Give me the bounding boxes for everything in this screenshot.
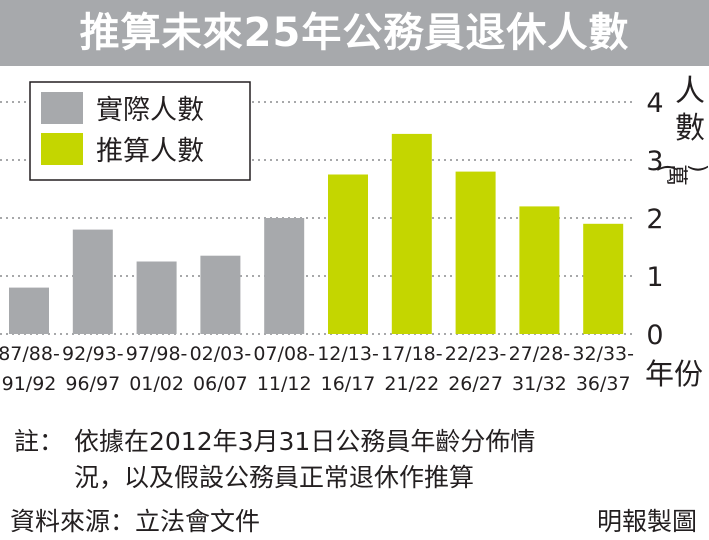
footnote-label: 註： xyxy=(14,427,65,456)
legend-label: 推算人數 xyxy=(96,136,204,167)
x-tick-label-line: 07/08- xyxy=(253,343,315,365)
x-tick-label-line: 36/37 xyxy=(576,373,631,395)
bar xyxy=(391,133,432,334)
x-tick-label-line: 96/97 xyxy=(65,373,120,395)
y-tick-label: 2 xyxy=(646,204,663,235)
x-tick-label: 97/98- 01/02 xyxy=(126,343,188,395)
bar xyxy=(455,171,496,334)
credit: 明報製圖 xyxy=(596,507,697,536)
bars xyxy=(9,133,624,334)
x-tick-label-line: 21/22 xyxy=(384,373,439,395)
footnote-line-1: 依據在2012年3月31日公務員年齡分佈情 xyxy=(74,427,536,456)
y-tick-label: 1 xyxy=(646,262,663,293)
x-tick-label-line: 87/88- xyxy=(0,343,60,365)
x-tick-label: 07/08- 11/12 xyxy=(253,343,315,395)
x-tick-label-line: 91/92 xyxy=(2,373,57,395)
x-tick-label-line: 12/13- xyxy=(317,343,379,365)
x-tick-label-line: 01/02 xyxy=(129,373,184,395)
y-tick-label: 3 xyxy=(646,146,663,177)
x-tick-label: 22/23- 26/27 xyxy=(445,343,507,395)
legend-swatch xyxy=(41,133,83,165)
bar xyxy=(264,218,305,334)
x-tick-label-line: 92/93- xyxy=(62,343,124,365)
x-tick-label: 92/93- 96/97 xyxy=(62,343,124,395)
x-tick-label: 12/13- 16/17 xyxy=(317,343,379,395)
bar xyxy=(200,255,241,334)
x-tick-label-line: 16/17 xyxy=(321,373,376,395)
chart-title: 推算未來25年公務員退休人數 xyxy=(79,10,630,56)
bar xyxy=(9,287,49,334)
x-tick-label-line: 17/18- xyxy=(381,343,443,365)
x-tick-labels: 87/88-91/9292/93-96/9797/98-01/0202/03-0… xyxy=(0,343,634,395)
x-tick-label-line: 32/33- xyxy=(572,343,634,365)
title-bar: 推算未來25年公務員退休人數 xyxy=(0,0,709,66)
legend-label: 實際人數 xyxy=(96,95,204,126)
footnote-line-2: 況，以及假設公務員正常退休作推算 xyxy=(74,463,475,492)
x-tick-label: 27/28- 31/32 xyxy=(509,343,571,395)
x-axis-label: 年份 xyxy=(645,357,703,391)
y-axis-label-line-1: 人 xyxy=(675,74,705,109)
x-tick-label-line: 26/27 xyxy=(448,373,503,395)
y-tick-labels: 0 1 2 3 4 xyxy=(646,88,663,351)
x-tick-label-line: 02/03- xyxy=(190,343,252,365)
x-tick-label-line: 27/28- xyxy=(509,343,571,365)
source-note: 資料來源：立法會文件 xyxy=(10,507,261,536)
x-tick-label-line: 06/07 xyxy=(193,373,248,395)
x-tick-label-line: 22/23- xyxy=(445,343,507,365)
bar xyxy=(583,223,624,334)
y-tick-label: 0 xyxy=(646,320,663,351)
y-tick-label: 4 xyxy=(646,88,663,119)
x-tick-label: 17/18- 21/22 xyxy=(381,343,443,395)
bar xyxy=(136,261,177,334)
x-tick-label: 32/33- 36/37 xyxy=(572,343,634,395)
y-axis-label-char: 數 xyxy=(675,111,705,146)
x-tick-label: 02/03- 06/07 xyxy=(190,343,252,395)
bar xyxy=(72,229,113,334)
legend-swatch xyxy=(41,92,83,124)
x-tick-label-line: 31/32 xyxy=(512,373,567,395)
bar-chart: 87/88-91/9292/93-96/9797/98-01/0202/03-0… xyxy=(0,74,709,395)
bar xyxy=(328,174,368,334)
x-tick-label: 87/88- 91/92 xyxy=(0,343,60,395)
x-tick-label-line: 97/98- xyxy=(126,343,188,365)
x-tick-label-line: 11/12 xyxy=(257,373,312,395)
bar xyxy=(519,206,560,334)
